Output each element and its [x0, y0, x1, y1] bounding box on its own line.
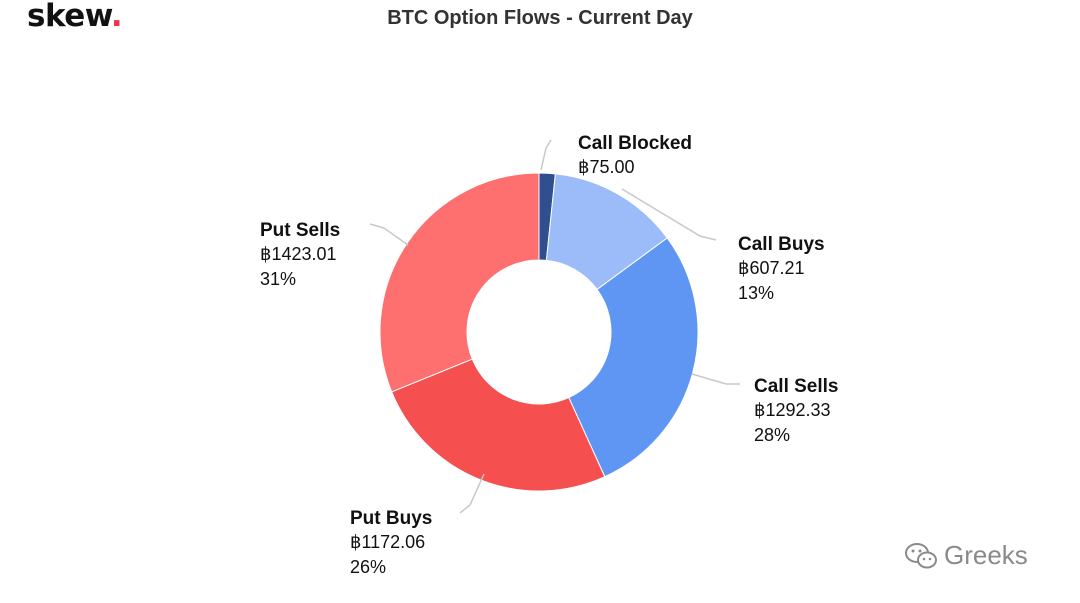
slice-put-sells[interactable] — [379, 172, 540, 393]
data-label-name: Call Buys — [738, 234, 825, 255]
data-label-name: Call Sells — [754, 376, 839, 397]
slice-put-buys[interactable] — [391, 358, 606, 492]
data-label-put-buys: Put Buys ฿1172.06 26% — [350, 508, 432, 577]
skew-logo: skew. — [27, 0, 123, 34]
data-label-call-buys: Call Buys ฿607.21 13% — [738, 234, 825, 303]
data-label-value: ฿607.21 — [738, 258, 805, 278]
data-label-name: Put Buys — [350, 508, 432, 529]
logo-dot: . — [110, 0, 123, 34]
data-label-put-sells: Put Sells ฿1423.01 31% — [260, 220, 340, 289]
data-label-name: Put Sells — [260, 220, 340, 241]
data-label-name: Call Blocked — [578, 133, 692, 154]
data-label-value: ฿1423.01 — [260, 244, 337, 264]
wechat-icon — [905, 542, 937, 568]
connector-line — [369, 223, 409, 246]
watermark: Greeks — [904, 540, 1028, 571]
data-label-value: ฿1292.33 — [754, 400, 831, 420]
data-label-value: ฿75.00 — [578, 157, 635, 177]
connector-line — [621, 188, 717, 241]
slice-call-sells[interactable] — [568, 237, 699, 478]
data-label-percent: 13% — [738, 283, 774, 303]
data-label-percent: 26% — [350, 557, 386, 577]
connector-line — [691, 373, 740, 385]
data-label-percent: 31% — [260, 269, 296, 289]
connector-line — [459, 473, 485, 514]
chart-title: BTC Option Flows - Current Day — [387, 7, 693, 29]
connector-line — [540, 139, 552, 171]
data-label-call-sells: Call Sells ฿1292.33 28% — [754, 376, 839, 445]
watermark-text: Greeks — [944, 540, 1028, 570]
logo-text: skew — [27, 0, 111, 34]
data-label-percent: 28% — [754, 425, 790, 445]
data-label-value: ฿1172.06 — [350, 532, 425, 552]
